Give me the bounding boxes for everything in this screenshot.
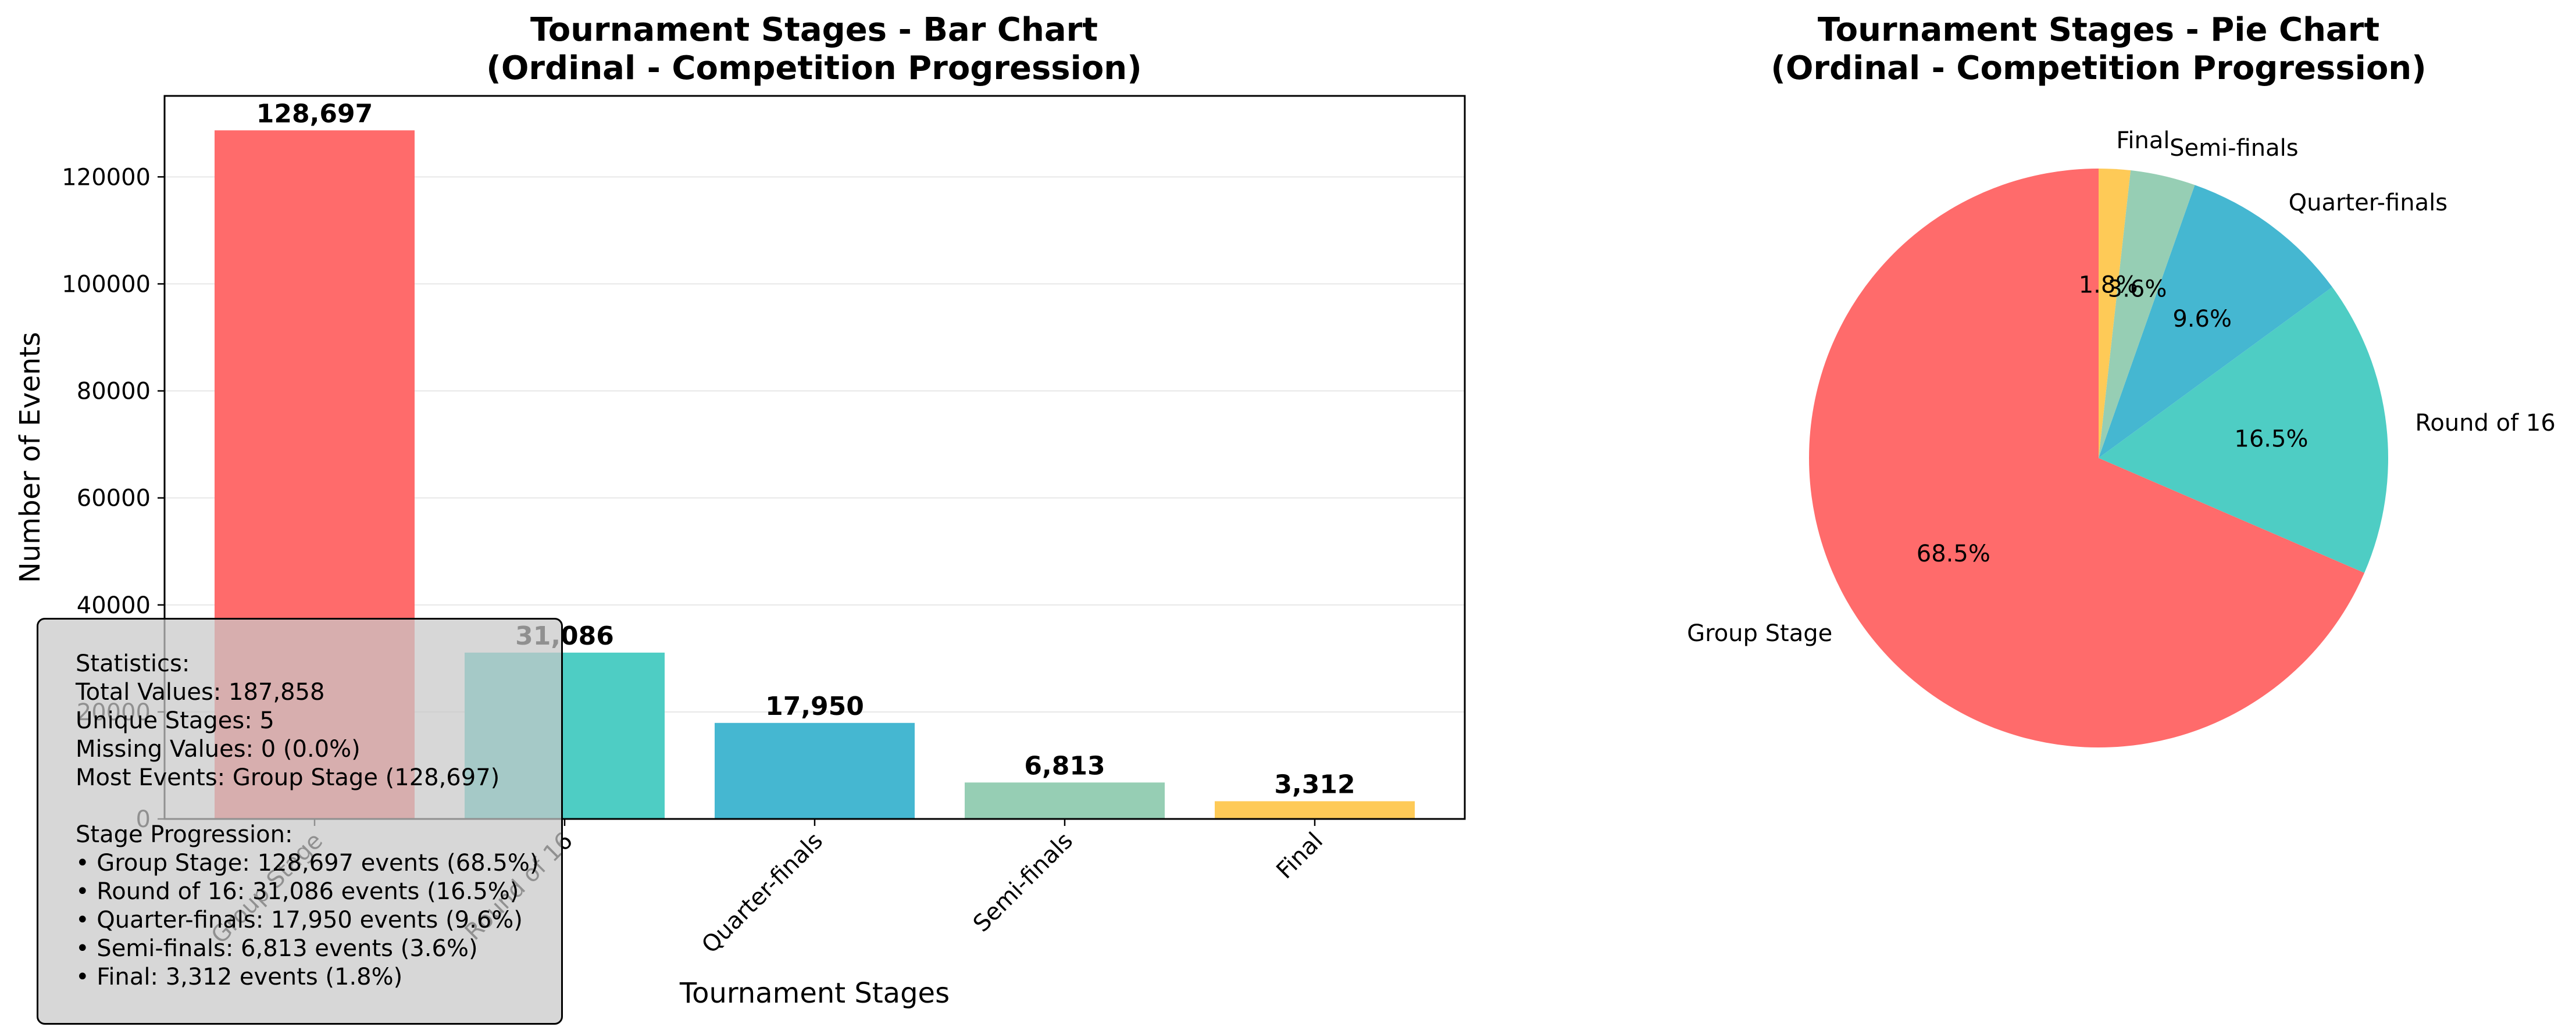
bar-chart-value-label: 17,950 — [765, 692, 864, 721]
stats-heading: Statistics: — [76, 650, 190, 677]
pie-chart-category-label: Round of 16 — [2415, 410, 2555, 437]
stats-progression-item: • Quarter-finals: 17,950 events (9.6%) — [76, 907, 523, 933]
statistics-box: Statistics: Total Values: 187,858 Unique… — [37, 618, 563, 1025]
bar-chart-x-tick-label: Quarter-finals — [697, 828, 828, 959]
pie-chart-category-label: Group Stage — [1687, 620, 1832, 647]
pie-chart-slice — [2099, 287, 2388, 573]
stats-progression-item: • Group Stage: 128,697 events (68.5%) — [76, 850, 539, 876]
bar-chart-subtitle: (Ordinal - Competition Progression) — [486, 49, 1142, 87]
bar-chart-bar — [715, 722, 915, 819]
bar-chart-x-tick-label: Final — [1271, 828, 1328, 885]
pie-chart-subtitle: (Ordinal - Competition Progression) — [1771, 49, 2427, 87]
pie-chart-category-label: Final — [2116, 127, 2170, 154]
pie-chart-slice — [2099, 185, 2332, 458]
pie-chart-percent-label: 9.6% — [2172, 306, 2232, 332]
bar-chart-bar — [965, 782, 1165, 819]
pie-chart-percent-label: 16.5% — [2234, 426, 2308, 453]
bar-chart-x-axis-label: Tournament Stages — [679, 977, 950, 1010]
bar-chart-value-label: 6,813 — [1024, 751, 1105, 781]
bar-chart-y-tick-label: 60000 — [77, 485, 151, 512]
stats-unique-stages: Unique Stages: 5 — [76, 707, 274, 734]
stats-total-values: Total Values: 187,858 — [76, 679, 325, 706]
pie-chart-slices — [1809, 169, 2388, 747]
stats-progression-item: • Round of 16: 31,086 events (16.5%) — [76, 878, 519, 905]
pie-chart-percent-label: 68.5% — [1917, 541, 1990, 567]
pie-chart-slice — [2099, 170, 2195, 458]
bar-chart-y-tick-label: 120000 — [62, 164, 151, 191]
bar-chart-y-tick-label: 100000 — [62, 271, 151, 298]
bar-chart-y-axis-label: Number of Events — [14, 332, 47, 583]
stats-spacer — [76, 792, 561, 821]
bar-chart-y-tick-label: 80000 — [77, 378, 151, 405]
pie-chart-category-label: Quarter-finals — [2289, 189, 2447, 216]
stats-most-events: Most Events: Group Stage (128,697) — [76, 764, 500, 791]
bar-chart-value-label: 128,697 — [256, 99, 373, 128]
bar-chart-y-ticks: 020000400006000080000100000120000 — [62, 164, 165, 833]
stats-missing-values: Missing Values: 0 (0.0%) — [76, 736, 361, 763]
bar-chart-bar — [1215, 801, 1415, 819]
bar-chart-value-label: 3,312 — [1274, 770, 1355, 800]
pie-chart-slice — [2099, 169, 2131, 458]
stats-progression-item: • Semi-finals: 6,813 events (3.6%) — [76, 935, 478, 962]
pie-chart-category-label: Semi-finals — [2170, 135, 2299, 162]
pie-chart-percent-label: 1.8% — [2079, 272, 2138, 299]
pie-chart-percent-label: 3.6% — [2108, 276, 2167, 303]
bar-chart-title: Tournament Stages - Bar Chart — [530, 11, 1098, 49]
stats-progression-heading: Stage Progression: — [76, 821, 293, 848]
pie-chart-title: Tournament Stages - Pie Chart — [1818, 11, 2379, 49]
bar-chart-y-tick-label: 40000 — [77, 592, 151, 619]
pie-chart-labels: 68.5% Group Stage 16.5% Round of 16 9.6% Quar… — [1687, 127, 2556, 647]
bar-chart-x-tick-label: Semi-finals — [968, 828, 1078, 938]
pie-chart-panel: Tournament Stages - Pie Chart (Ordinal -… — [1687, 11, 2556, 747]
pie-chart-slice — [1809, 169, 2365, 747]
stats-progression-item: • Final: 3,312 events (1.8%) — [76, 964, 403, 990]
